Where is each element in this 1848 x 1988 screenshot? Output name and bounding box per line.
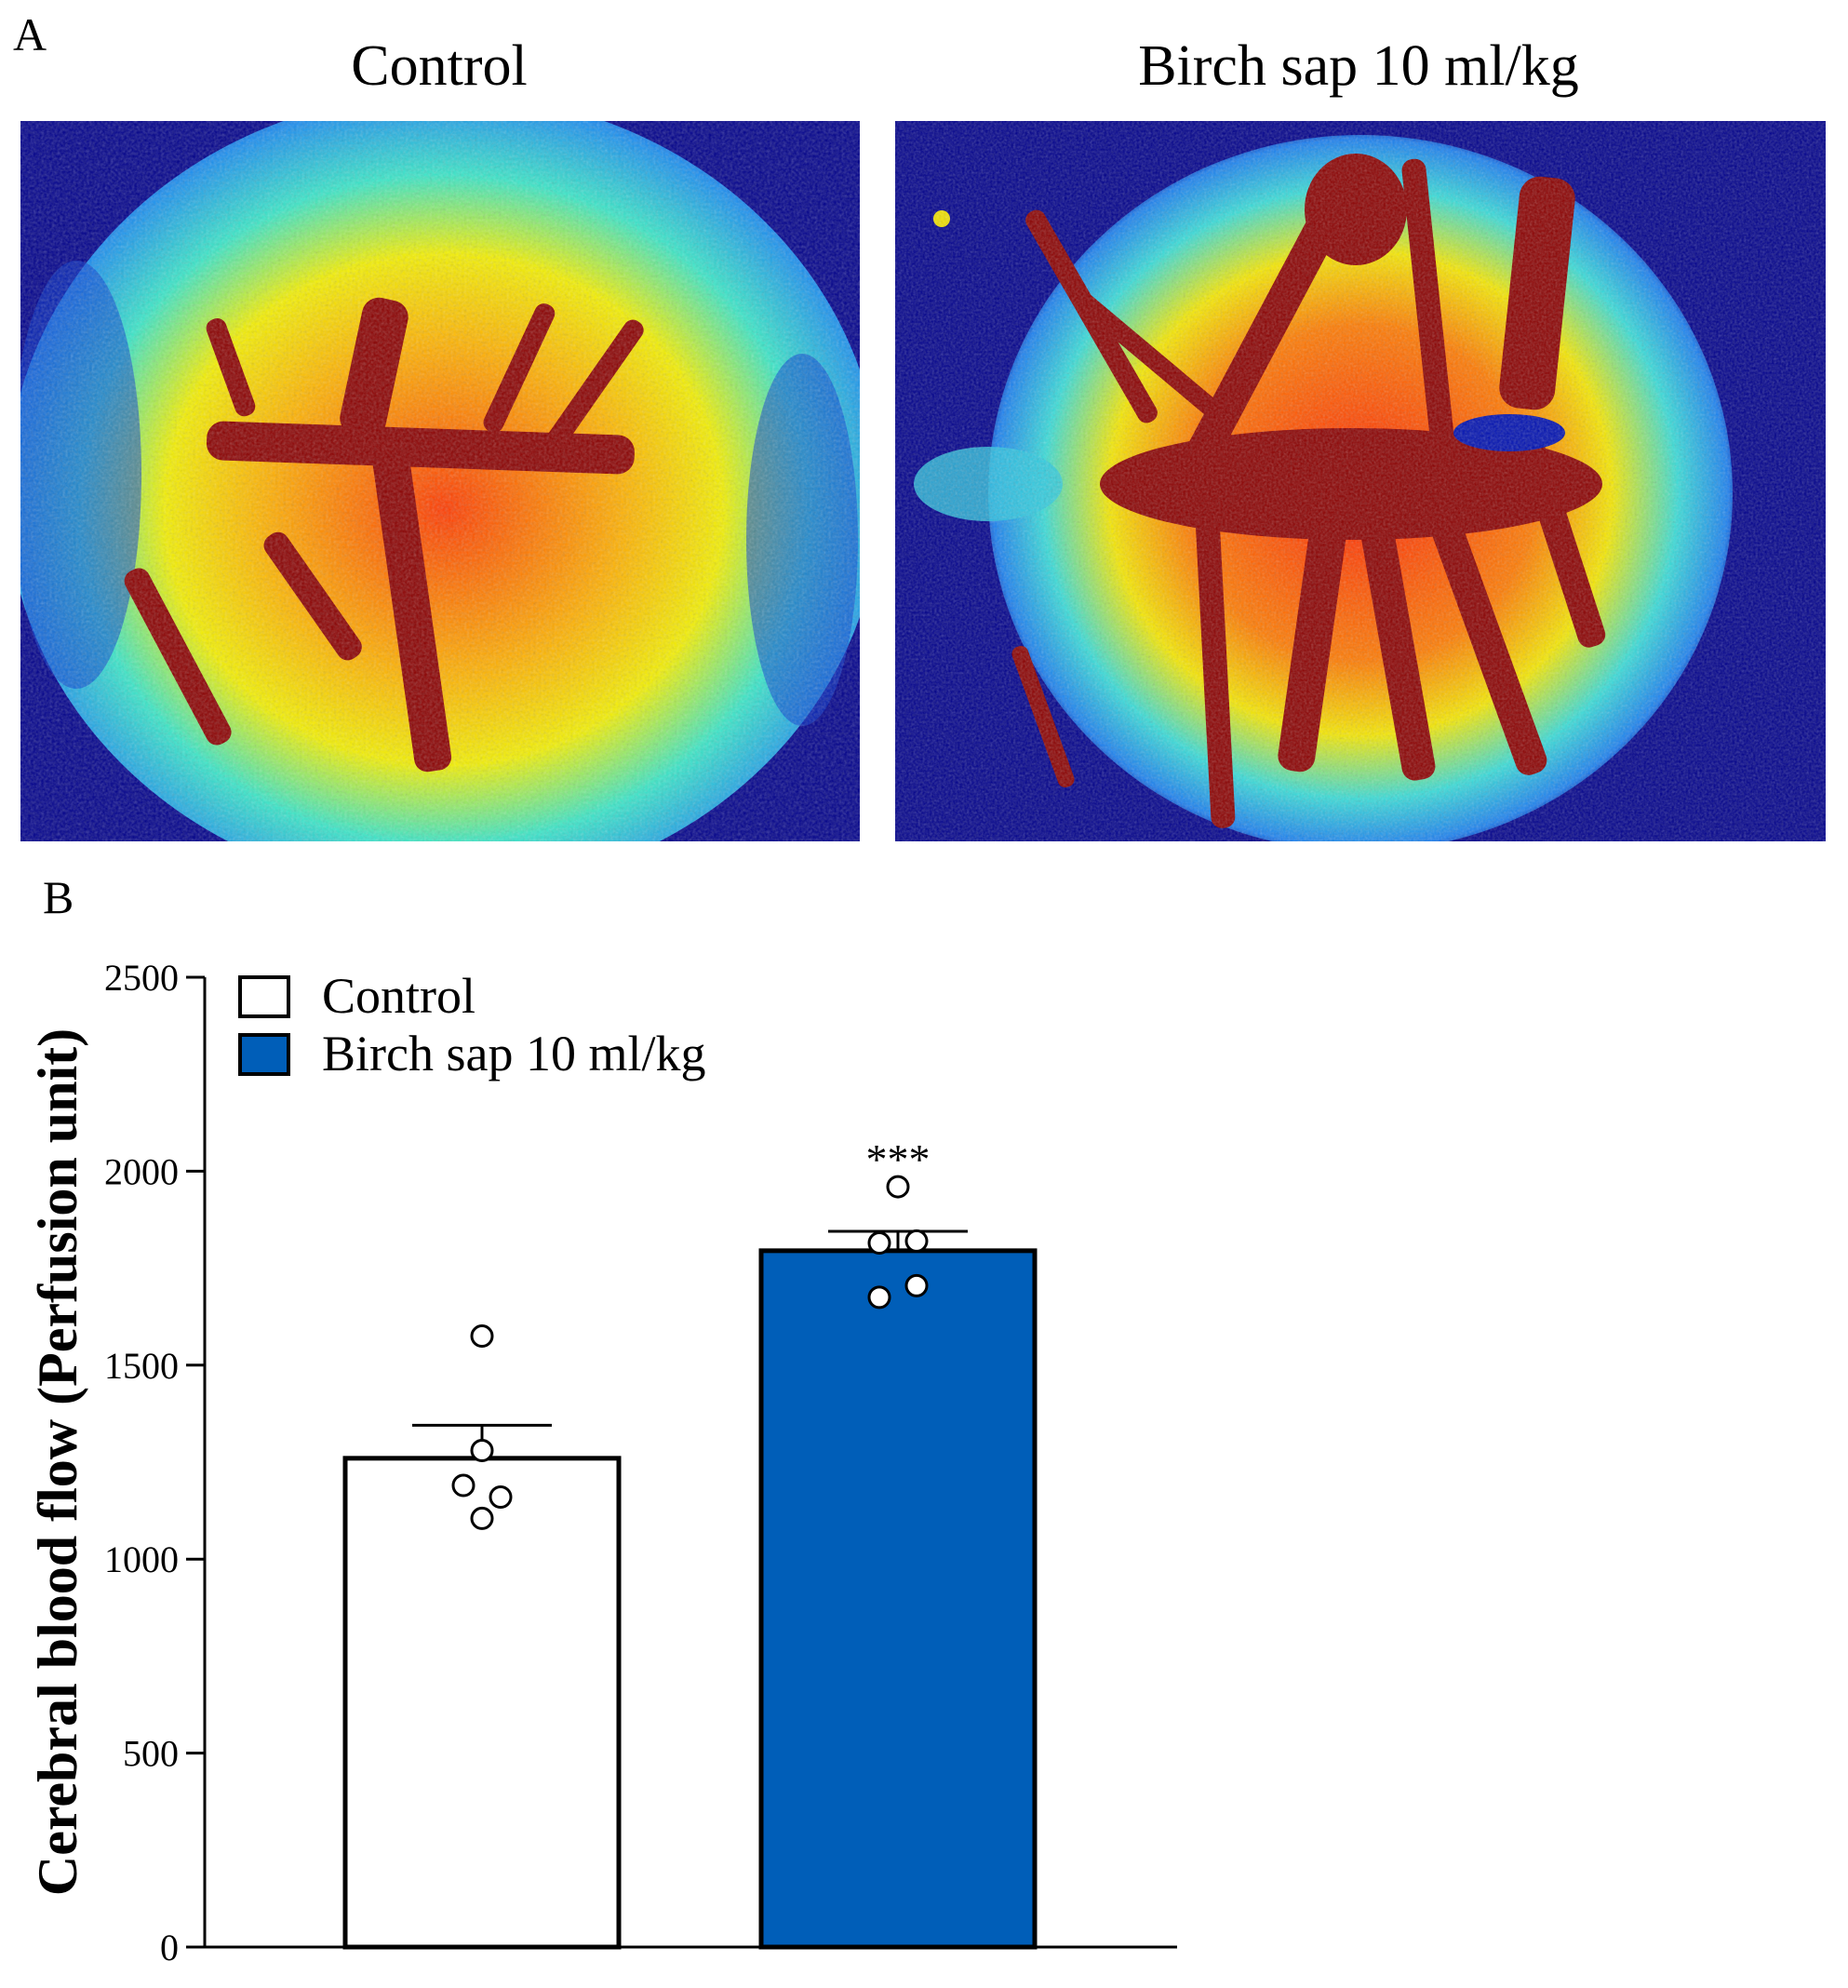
data-point — [867, 1285, 891, 1310]
birch-sap-image-title: Birch sap 10 ml/kg — [1138, 34, 1579, 98]
legend-label: Birch sap 10 ml/kg — [322, 1026, 705, 1081]
data-point — [470, 1438, 494, 1462]
control-image-title: Control — [351, 34, 528, 98]
bar-chart: 0 500 1000 1500 2000 2500 Cerebral blood flow … — [27, 957, 1177, 1968]
y-tick-label: 1000 — [104, 1538, 179, 1580]
y-tick-label: 2500 — [104, 957, 179, 999]
panel-a-letter: A — [13, 8, 47, 60]
legend-label: Control — [322, 968, 475, 1024]
laser-speckle-perfusion-image-control — [20, 121, 860, 841]
legend-swatch — [238, 1033, 290, 1076]
significance-label: *** — [866, 1135, 931, 1183]
y-tick-label: 2000 — [104, 1150, 179, 1192]
data-point — [470, 1324, 494, 1349]
data-point — [489, 1485, 513, 1510]
data-point — [904, 1273, 929, 1297]
y-axis-label: Cerebral blood flow (Perfusion unit) — [27, 1028, 88, 1896]
data-point — [886, 1175, 910, 1199]
bar-control — [342, 1456, 622, 1950]
data-point — [451, 1473, 475, 1498]
panel-b-letter: B — [43, 871, 74, 923]
bar-birch-sap — [758, 1248, 1038, 1950]
y-tick-label: 500 — [123, 1733, 179, 1775]
y-tick-label: 1500 — [104, 1345, 179, 1387]
data-point — [904, 1229, 929, 1253]
legend-swatch — [238, 975, 290, 1018]
data-point — [470, 1506, 494, 1530]
laser-speckle-perfusion-image-birch-sap — [895, 121, 1826, 841]
y-tick-label: 0 — [160, 1927, 179, 1968]
data-point — [867, 1231, 891, 1256]
